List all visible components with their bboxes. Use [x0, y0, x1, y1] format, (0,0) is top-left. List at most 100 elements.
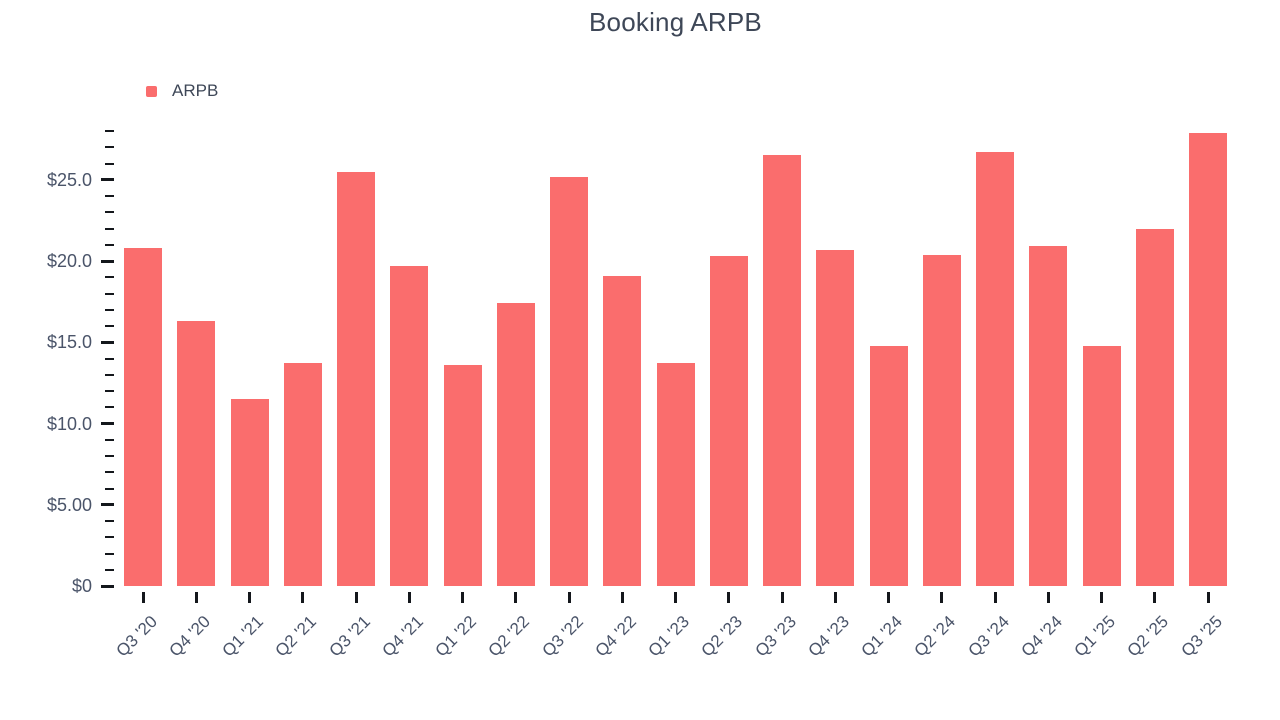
x-axis-tick: [301, 592, 305, 603]
y-axis-label: $10.0: [46, 413, 92, 434]
bar: [124, 248, 163, 586]
y-axis-major-tick: [101, 503, 114, 507]
y-axis-minor-tick: [105, 195, 114, 197]
x-axis-tick: [354, 592, 358, 603]
y-axis-minor-tick: [105, 211, 114, 214]
y-axis-label: $5.00: [46, 494, 92, 515]
y-axis-minor-tick: [105, 308, 114, 311]
y-axis-minor-tick: [105, 373, 114, 376]
x-axis-label: Q1 '24: [857, 612, 907, 661]
x-axis-label: Q2 '22: [484, 612, 534, 661]
y-axis-major-tick: [101, 178, 114, 182]
x-axis-label: Q1 '23: [644, 612, 694, 661]
x-axis-label: Q2 '23: [697, 612, 747, 661]
bar: [1082, 345, 1121, 586]
bar: [177, 321, 216, 586]
x-axis-label: Q1 '25: [1070, 612, 1120, 661]
y-axis-major-tick: [101, 340, 114, 344]
y-axis-minor-tick: [105, 130, 114, 132]
y-axis-minor-tick: [105, 146, 114, 149]
x-axis-label: Q3 '20: [112, 612, 161, 661]
bar: [496, 303, 535, 586]
x-axis-tick: [141, 592, 145, 603]
chart-title: Booking ARPB: [589, 7, 762, 37]
y-axis-label: $20.0: [46, 251, 92, 271]
x-axis-tick: [674, 592, 678, 603]
bar: [816, 249, 855, 586]
bar: [337, 171, 376, 586]
y-axis-minor-tick: [105, 357, 114, 360]
y-axis-minor-tick: [105, 292, 114, 295]
x-axis-tick: [1100, 592, 1104, 603]
y-axis-label: $15.0: [46, 332, 92, 353]
x-axis-tick: [780, 592, 784, 603]
bar: [1029, 246, 1068, 586]
bar: [603, 275, 642, 586]
y-axis-minor-tick: [105, 520, 114, 522]
x-axis-tick: [727, 592, 731, 603]
y-axis-minor-tick: [105, 243, 114, 246]
y-axis-minor-tick: [105, 487, 114, 490]
x-axis-tick: [887, 592, 891, 603]
x-axis-tick: [1153, 592, 1157, 603]
x-axis-label: Q4 '21: [378, 612, 427, 661]
x-axis-label: Q4 '23: [804, 612, 853, 661]
x-axis-tick: [1046, 592, 1050, 603]
y-axis-minor-tick: [105, 536, 114, 539]
x-axis-label: Q3 '21: [325, 612, 374, 661]
bar: [976, 152, 1015, 586]
bar: [656, 363, 695, 586]
y-axis-minor-tick: [105, 471, 114, 474]
y-axis-minor-tick: [105, 568, 114, 571]
x-axis-label: Q1 '21: [218, 612, 268, 661]
x-axis-label: Q3 '22: [538, 612, 587, 661]
legend-swatch-icon: [146, 85, 157, 97]
legend-item[interactable]: ARPB: [146, 81, 218, 101]
x-axis-tick: [940, 592, 944, 603]
x-axis-tick: [248, 592, 252, 603]
bar: [550, 176, 589, 586]
y-axis-minor-tick: [105, 390, 114, 392]
x-axis-label: Q1 '22: [431, 612, 481, 661]
y-axis-minor-tick: [105, 438, 114, 441]
x-axis-label: Q4 '22: [591, 612, 640, 661]
x-axis-label: Q2 '25: [1123, 612, 1173, 661]
x-axis-tick: [514, 592, 518, 603]
x-axis-tick: [620, 592, 624, 603]
y-axis-minor-tick: [105, 552, 114, 555]
bar: [869, 345, 908, 586]
x-axis-label: Q3 '24: [964, 612, 1013, 661]
y-axis-major-tick: [101, 259, 114, 263]
y-axis-minor-tick: [105, 406, 114, 409]
x-axis-tick: [833, 592, 837, 603]
x-axis-tick: [993, 592, 997, 603]
x-axis-label: Q4 '20: [165, 612, 214, 661]
y-axis-label: $25.0: [46, 169, 92, 190]
y-axis-minor-tick: [105, 455, 114, 457]
bar: [1189, 132, 1228, 586]
y-axis-minor-tick: [105, 227, 114, 230]
y-axis-major-tick: [101, 584, 114, 588]
legend-label: ARPB: [172, 81, 219, 100]
x-axis-label: Q2 '24: [910, 612, 960, 661]
bar: [283, 363, 322, 586]
bar: [443, 365, 482, 586]
bar: [922, 254, 961, 586]
y-axis-label: $0: [71, 576, 92, 596]
x-axis-tick: [407, 592, 411, 603]
y-axis-minor-tick: [105, 325, 114, 327]
x-axis-label: Q3 '23: [751, 612, 800, 661]
x-axis-tick: [461, 592, 465, 603]
x-axis-tick: [194, 592, 198, 603]
bar: [390, 265, 429, 586]
x-axis-tick: [567, 592, 571, 603]
x-axis-label: Q4 '24: [1017, 612, 1066, 661]
x-axis-tick: [1206, 592, 1210, 603]
bar: [1135, 228, 1174, 586]
x-axis-label: Q2 '21: [271, 612, 321, 661]
bar: [709, 256, 748, 586]
y-axis-minor-tick: [105, 162, 114, 165]
bar: [230, 399, 269, 586]
